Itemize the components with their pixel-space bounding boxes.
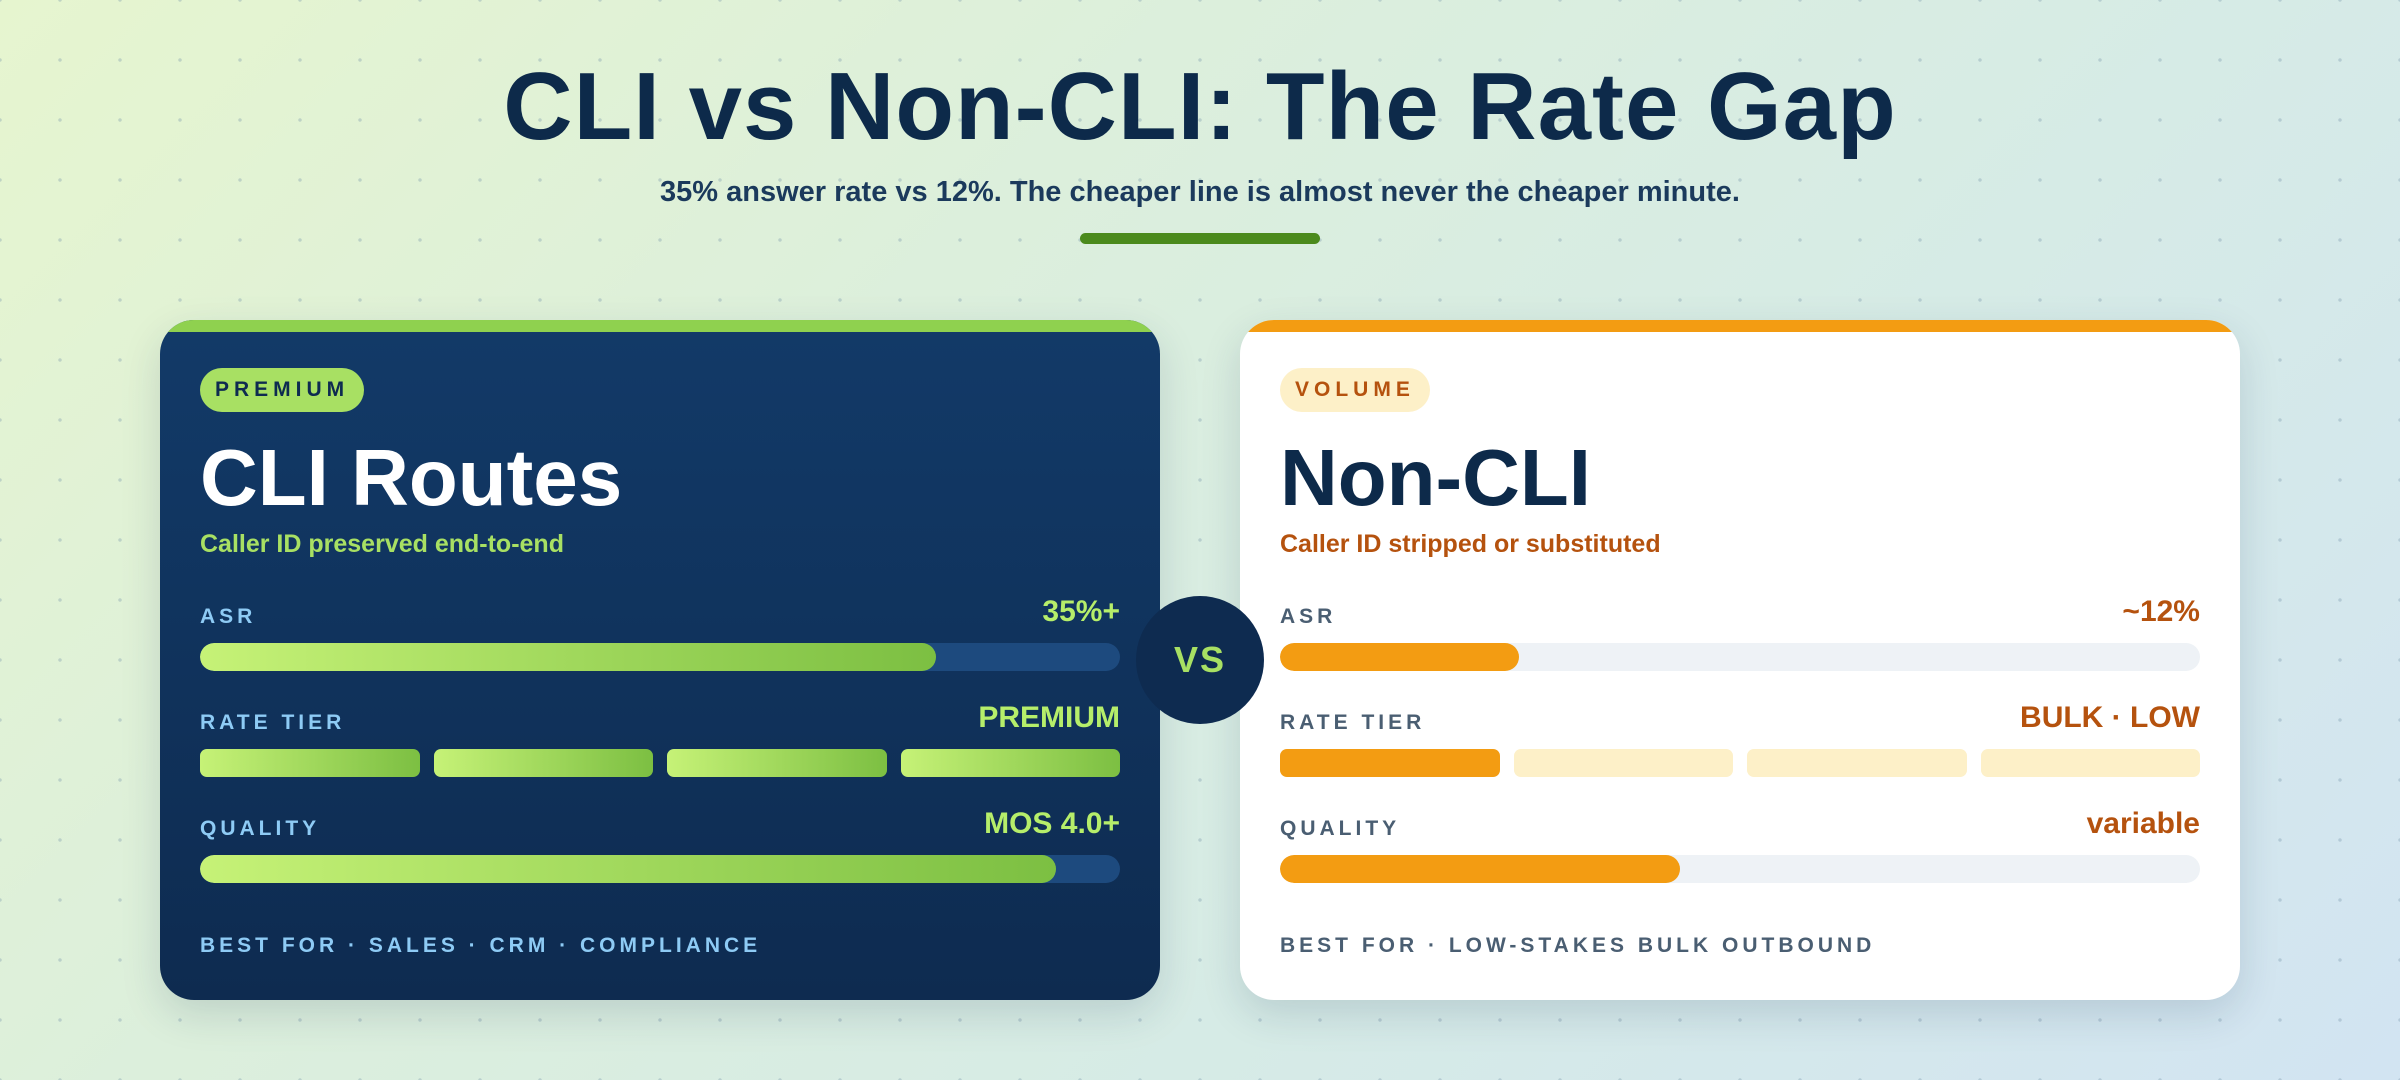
rate-tier-segment: [1513, 749, 1733, 777]
rate-tier-segment: [900, 749, 1120, 777]
quality-bar-track: [1280, 855, 2200, 883]
metric-value: BULK · LOW: [2020, 701, 2200, 734]
cli-routes-card: PREMIUM CLI Routes Caller ID preserved e…: [160, 320, 1160, 1000]
quality-bar-fill: [1280, 855, 1681, 883]
volume-badge: VOLUME: [1280, 368, 1430, 412]
rate-tier-segment: [1980, 749, 2200, 777]
card-accent-bar: [1240, 320, 2240, 332]
metric-value: ~12%: [2122, 595, 2200, 628]
rate-tier-segment: [667, 749, 887, 777]
metric-value: PREMIUM: [978, 701, 1120, 734]
metric-value: MOS 4.0+: [984, 807, 1120, 840]
non-cli-card: VOLUME Non-CLI Caller ID stripped or sub…: [1240, 320, 2240, 1000]
metric-label: RATE TIER: [1280, 711, 1426, 734]
metric-rate-tier: RATE TIER BULK · LOW: [1280, 697, 2200, 777]
quality-bar-track: [200, 855, 1120, 883]
rate-tier-segments: [1280, 749, 2200, 777]
page-subtitle: 35% answer rate vs 12%. The cheaper line…: [660, 176, 1740, 208]
best-for-text: BEST FOR · SALES · CRM · COMPLIANCE: [200, 934, 762, 957]
premium-badge: PREMIUM: [200, 368, 365, 412]
rate-tier-segment: [200, 749, 420, 777]
metric-label: QUALITY: [200, 817, 321, 840]
asr-bar-fill: [1280, 643, 1520, 671]
rate-tier-segments: [200, 749, 1120, 777]
metric-label: QUALITY: [1280, 817, 1401, 840]
rate-tier-segment: [1280, 749, 1500, 777]
metric-asr: ASR ~12%: [1280, 591, 2200, 671]
quality-bar-fill: [200, 855, 1056, 883]
card-subtitle: Caller ID stripped or substituted: [1280, 530, 1661, 558]
card-title: Non-CLI: [1280, 433, 1592, 522]
best-for-text: BEST FOR · LOW-STAKES BULK OUTBOUND: [1280, 934, 1876, 957]
metric-label: ASR: [1280, 605, 1337, 628]
card-title: CLI Routes: [200, 433, 623, 522]
asr-bar-track: [200, 643, 1120, 671]
rate-tier-segment: [1747, 749, 1967, 777]
metric-quality: QUALITY variable: [1280, 803, 2200, 883]
metric-label: RATE TIER: [200, 711, 346, 734]
asr-bar-track: [1280, 643, 2200, 671]
page-title: CLI vs Non-CLI: The Rate Gap: [503, 53, 1897, 160]
asr-bar-fill: [200, 643, 936, 671]
card-accent-bar: [160, 320, 1160, 332]
title-underline: [1080, 233, 1320, 244]
metric-quality: QUALITY MOS 4.0+: [200, 803, 1120, 883]
metric-asr: ASR 35%+: [200, 591, 1120, 671]
vs-badge: VS: [1136, 596, 1264, 724]
metric-value: variable: [2086, 807, 2200, 840]
metric-label: ASR: [200, 605, 257, 628]
rate-tier-segment: [433, 749, 653, 777]
header: CLI vs Non-CLI: The Rate Gap 35% answer …: [0, 52, 2400, 244]
metric-rate-tier: RATE TIER PREMIUM: [200, 697, 1120, 777]
metric-value: 35%+: [1042, 595, 1120, 628]
card-subtitle: Caller ID preserved end-to-end: [200, 530, 564, 558]
